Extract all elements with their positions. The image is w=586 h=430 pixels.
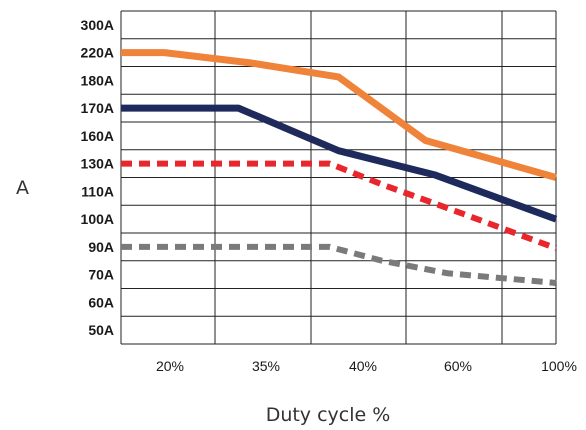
- x-tick-label: 20%: [156, 358, 184, 374]
- x-tick-labels: 20% 35% 40% 60% 100%: [156, 358, 577, 374]
- y-tick-label: 70A: [88, 267, 114, 283]
- grid: [120, 10, 557, 345]
- y-tick-label: 170A: [81, 100, 114, 116]
- x-tick-label: 60%: [444, 358, 472, 374]
- y-tick-label: 220A: [81, 45, 114, 61]
- series-line-2: [121, 104, 558, 223]
- y-tick-label: 100A: [81, 211, 114, 227]
- y-axis-label: A: [16, 177, 29, 199]
- y-tick-label: 160A: [81, 128, 114, 144]
- series-lines: [121, 49, 558, 286]
- y-tick-label: 90A: [88, 239, 114, 255]
- y-tick-label: 60A: [88, 294, 114, 310]
- y-tick-label: 50A: [88, 322, 114, 338]
- series-line-1: [121, 49, 557, 181]
- x-tick-label: 100%: [541, 358, 577, 374]
- x-tick-label: 35%: [252, 358, 280, 374]
- y-tick-label: 180A: [81, 72, 114, 88]
- series-line-4: [121, 243, 557, 286]
- y-tick-label: 130A: [81, 156, 114, 172]
- y-tick-label: 110A: [81, 183, 114, 199]
- x-tick-label: 40%: [349, 358, 377, 374]
- y-tick-labels: 300A 220A 180A 170A 160A 130A 110A 100A 90A 70A 60…: [81, 17, 114, 338]
- series-line-3: [121, 160, 558, 252]
- x-axis-label: Duty cycle %: [266, 404, 391, 426]
- y-tick-label: 300A: [81, 17, 114, 33]
